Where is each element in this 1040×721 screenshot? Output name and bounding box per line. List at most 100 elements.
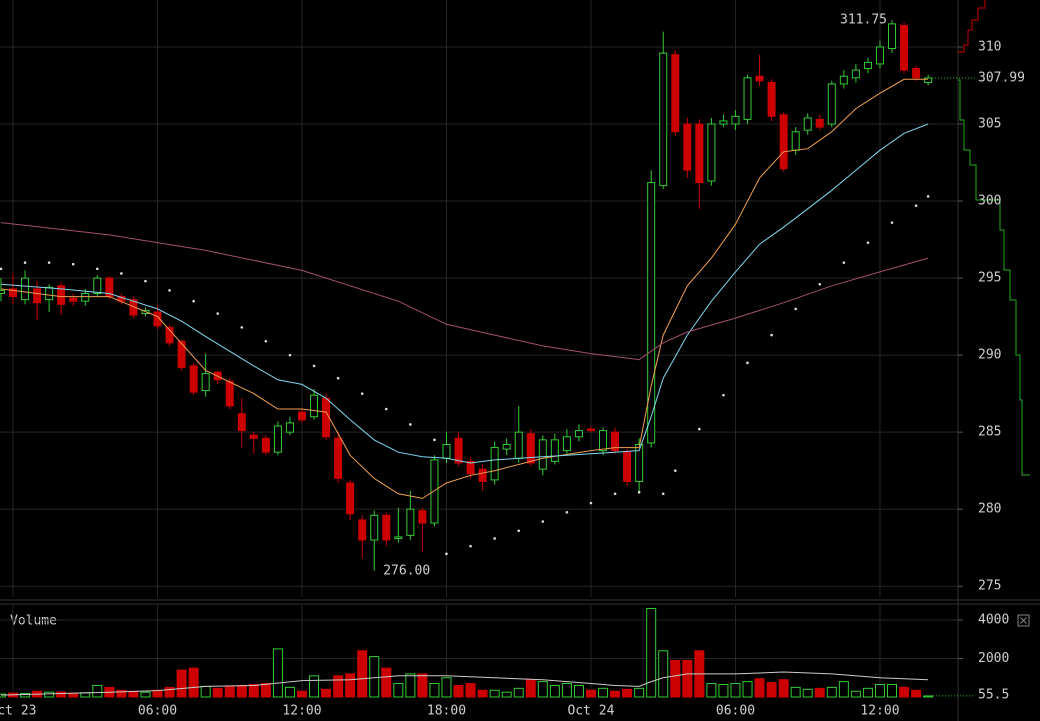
volume-bar [381,667,392,698]
candle-body [707,123,716,182]
candle-body [21,277,30,301]
y-tick-label: 295 [978,271,1001,286]
sar-dot [517,529,521,533]
candle-body [225,380,234,407]
sar-dot [336,376,340,380]
volume-bar [610,690,621,698]
volume-bar [658,650,669,698]
sar-dot [673,469,677,472]
candle-body [33,288,42,304]
sar-dot [168,289,171,292]
moving-average [0,78,929,499]
candle-body [827,83,836,125]
volume-bar [56,691,67,698]
sar-dot [493,537,496,540]
candle-body [189,365,198,393]
volume-bar [537,681,548,698]
volume-bar [706,683,717,698]
volume-bar [176,669,187,698]
y-tick-label: 305 [978,117,1001,132]
sar-dot [469,544,472,548]
volume-bar [634,687,645,698]
volume-bar [525,679,536,698]
y-tick-label: 310 [978,39,1001,54]
volume-bar [790,686,801,698]
candle-body [514,431,523,459]
candle-body [153,311,162,327]
volume-bar [573,684,584,698]
candle-body [538,439,547,470]
x-tick-label: Oct 24 [567,704,614,719]
sar-dot [541,520,545,523]
sar-dot [445,552,448,556]
candle-body [177,340,186,368]
candle-body [683,123,692,171]
x-tick-label: 06:00 [716,704,755,719]
volume-bar [670,659,681,698]
volume-bar [862,687,873,698]
volume-bar [284,686,295,698]
volume-bar [585,689,596,698]
volume-bar [333,675,344,698]
volume-bar [44,691,55,698]
candle-body [334,437,343,479]
sar-dot [360,392,364,395]
candle-body [912,68,921,79]
candle-body [346,482,355,515]
candle-body [502,443,511,450]
volume-bar [754,678,765,698]
volume-bar [453,684,464,698]
candle-body [249,434,258,439]
sar-dot [914,204,918,207]
close-button[interactable] [1017,614,1030,627]
candle-body [767,81,776,117]
volume-bar [598,687,609,698]
candle-body [586,428,595,432]
candle-body [743,77,752,120]
candle-body [863,61,872,70]
x-tick-label: 06:00 [138,704,177,719]
candle-body [659,52,668,187]
candle-body [791,131,800,151]
sar-dot [23,261,27,264]
sar-dot [722,393,725,397]
candle-body [478,468,487,482]
sar-dot [926,195,930,198]
candle-body [81,292,90,302]
volume-bar [417,673,428,698]
candle-body [719,120,728,125]
candle-body [755,75,764,82]
volume-bar [321,688,332,698]
candle-body [550,439,559,462]
candle-body [165,326,174,344]
candle-body [647,182,656,444]
candle-body [237,413,246,432]
candle-body [671,54,680,133]
volume-bar [489,689,500,698]
candle-body [430,459,439,524]
sar-dot [47,261,51,264]
sar-dot [794,307,797,311]
sar-dot [240,326,244,329]
volume-bar [236,684,247,698]
volume-bar [622,688,633,698]
sar-dot [71,262,75,266]
candle-body [297,411,306,421]
volume-bar [802,688,813,698]
candle-body [490,447,499,481]
volume-bar [369,656,380,698]
volume-bar [778,679,789,698]
candle-body [526,433,535,464]
sar-dot [613,492,617,496]
volume-bar [92,684,103,698]
volume-bar [248,683,259,698]
volume-bar [899,686,910,698]
sar-dot [288,353,292,357]
sar-dot [433,438,436,442]
y-tick-label: 280 [978,502,1001,517]
x-tick-label: 18:00 [427,704,466,719]
candle-body [779,114,788,170]
candle-body [888,23,897,50]
sar-dot [818,282,822,286]
candle-body [562,436,571,452]
